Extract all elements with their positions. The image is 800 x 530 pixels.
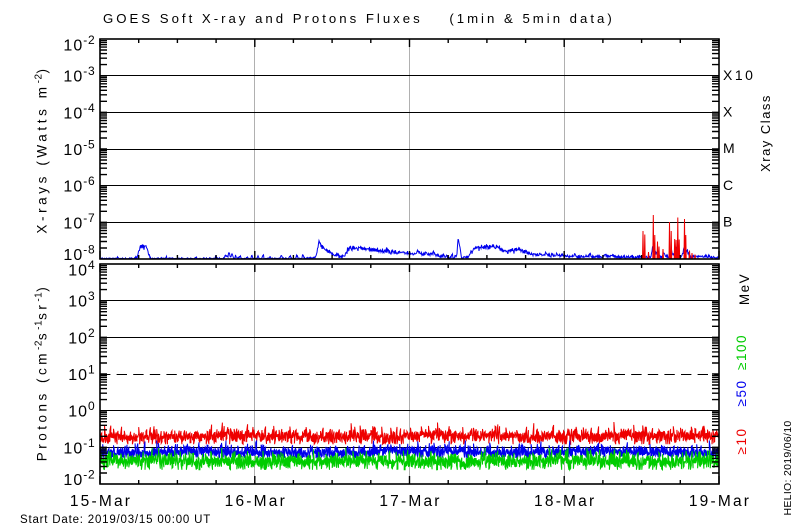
svg-text:15-Mar: 15-Mar (70, 493, 132, 510)
svg-text:X: X (723, 104, 735, 120)
svg-text:M: M (723, 140, 737, 156)
svg-text:B: B (723, 214, 735, 230)
svg-text:MeV: MeV (737, 273, 752, 305)
svg-text:X10: X10 (723, 67, 755, 83)
svg-text:17-Mar: 17-Mar (379, 493, 441, 510)
svg-text:Protons (cm-2s-1sr-1): Protons (cm-2s-1sr-1) (34, 284, 50, 462)
svg-text:≥50: ≥50 (734, 380, 749, 407)
svg-text:X-rays (Watts m-2): X-rays (Watts m-2) (34, 65, 50, 233)
svg-text:18-Mar: 18-Mar (534, 493, 596, 510)
svg-text:GOES Soft X-ray and Protons Fl: GOES Soft X-ray and Protons Fluxes (1min… (103, 11, 615, 26)
svg-text:≥100: ≥100 (734, 334, 749, 370)
svg-text:C: C (723, 177, 736, 193)
svg-text:16-Mar: 16-Mar (225, 493, 287, 510)
svg-text:19-Mar: 19-Mar (689, 493, 751, 510)
svg-text:Start Date: 2019/03/15 00:00 U: Start Date: 2019/03/15 00:00 UT (20, 514, 211, 526)
svg-text:≥10: ≥10 (734, 428, 749, 455)
svg-text:Xray Class: Xray Class (758, 94, 773, 172)
svg-text:HELIO: 2019/06/10: HELIO: 2019/06/10 (782, 421, 794, 516)
